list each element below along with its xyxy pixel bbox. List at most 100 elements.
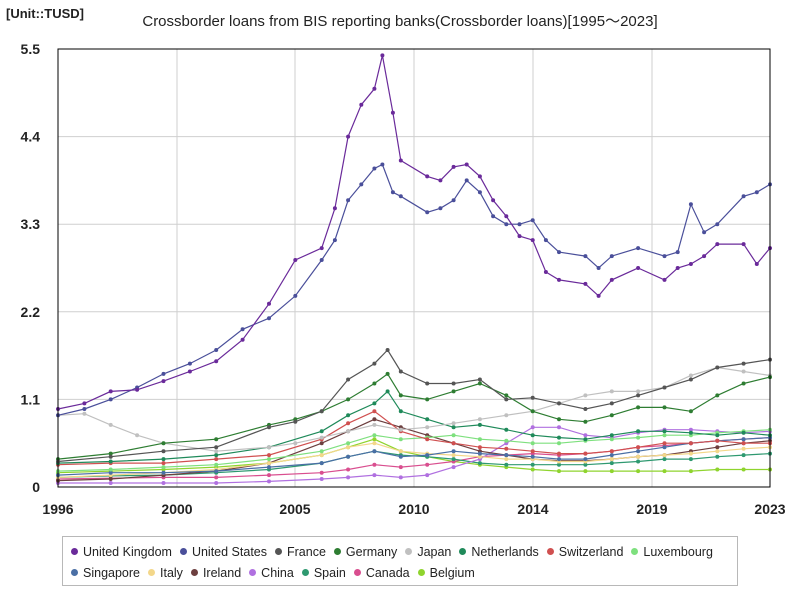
legend-item: Luxembourg: [631, 541, 713, 562]
data-point: [688, 451, 693, 456]
data-point: [557, 277, 561, 282]
legend-item: United States: [179, 541, 267, 562]
data-point: [108, 454, 113, 459]
data-point: [214, 348, 219, 352]
data-point: [504, 453, 509, 458]
legend-marker: [71, 548, 78, 555]
data-point: [398, 454, 403, 459]
data-point: [346, 429, 351, 434]
data-point: [583, 281, 588, 286]
data-point: [267, 425, 271, 430]
legend-label: Luxembourg: [643, 544, 713, 559]
data-point: [636, 469, 641, 474]
data-point: [451, 441, 456, 446]
data-point: [504, 462, 509, 467]
legend-label: Ireland: [202, 565, 242, 580]
x-tick-label: 2005: [279, 501, 310, 517]
legend-marker: [417, 569, 425, 576]
data-point: [372, 449, 377, 454]
data-point: [214, 437, 219, 442]
data-point: [477, 461, 482, 466]
data-point: [398, 393, 403, 398]
data-point: [557, 435, 561, 440]
data-point: [372, 381, 377, 386]
data-point: [135, 387, 140, 392]
legend-item: China: [249, 562, 294, 583]
data-point: [477, 451, 482, 456]
data-point: [293, 419, 298, 424]
data-point: [135, 433, 140, 438]
legend-label: United States: [191, 544, 267, 559]
data-point: [688, 377, 693, 382]
legend-label: Spain: [313, 565, 346, 580]
legend-label: Belgium: [429, 565, 475, 580]
data-point: [662, 385, 667, 390]
data-point: [504, 413, 509, 418]
data-point: [609, 254, 614, 259]
data-point: [451, 453, 456, 458]
data-point: [319, 429, 324, 434]
data-point: [161, 465, 166, 470]
legend-label: Italy: [160, 565, 183, 580]
data-point: [346, 454, 351, 459]
data-point: [319, 441, 324, 446]
data-point: [359, 102, 364, 107]
data-point: [187, 361, 192, 366]
y-tick-label: 0: [32, 479, 40, 495]
legend-marker: [190, 569, 198, 576]
data-point: [319, 449, 324, 454]
data-point: [187, 369, 192, 374]
data-point: [425, 453, 430, 458]
data-point: [464, 162, 469, 167]
data-point: [530, 433, 535, 438]
data-point: [372, 462, 377, 467]
data-point: [754, 262, 759, 266]
data-point: [319, 409, 324, 414]
data-point: [609, 401, 614, 406]
data-point: [214, 449, 219, 454]
data-point: [451, 465, 456, 470]
data-point: [398, 449, 403, 454]
x-tick-label: 2014: [517, 501, 548, 517]
data-point: [267, 301, 271, 306]
data-point: [319, 258, 324, 262]
line-chart: 0 1.1 2.2 3.3 4.4 5.5 1996 2000 2005 2010 2014 201…: [21, 41, 786, 517]
data-point: [636, 435, 641, 440]
data-point: [451, 425, 456, 430]
data-point: [346, 445, 351, 450]
data-point: [715, 393, 720, 398]
data-point: [425, 417, 430, 422]
data-point: [108, 481, 113, 485]
data-point: [267, 461, 271, 466]
series-china: [56, 425, 772, 485]
data-point: [451, 381, 456, 386]
data-point: [161, 449, 166, 454]
data-point: [583, 469, 588, 474]
data-point: [425, 437, 430, 442]
data-point: [319, 435, 324, 440]
legend-marker: [275, 548, 282, 555]
data-point: [662, 445, 667, 450]
data-point: [741, 453, 746, 458]
data-point: [583, 433, 588, 438]
data-point: [398, 437, 403, 442]
data-point: [332, 238, 337, 243]
data-point: [609, 437, 614, 442]
data-point: [543, 238, 548, 243]
legend-item: France: [275, 541, 326, 562]
data-point: [530, 467, 535, 472]
data-point: [609, 461, 614, 466]
data-point: [267, 316, 271, 321]
data-point: [161, 441, 166, 446]
data-point: [82, 401, 87, 406]
data-point: [715, 449, 720, 454]
data-point: [267, 453, 271, 458]
data-point: [596, 293, 601, 298]
legend-item: Germany: [333, 541, 397, 562]
data-point: [161, 379, 166, 384]
data-point: [477, 445, 482, 450]
data-point: [346, 441, 351, 446]
data-point: [390, 110, 395, 115]
data-point: [214, 453, 219, 458]
data-point: [372, 86, 377, 91]
